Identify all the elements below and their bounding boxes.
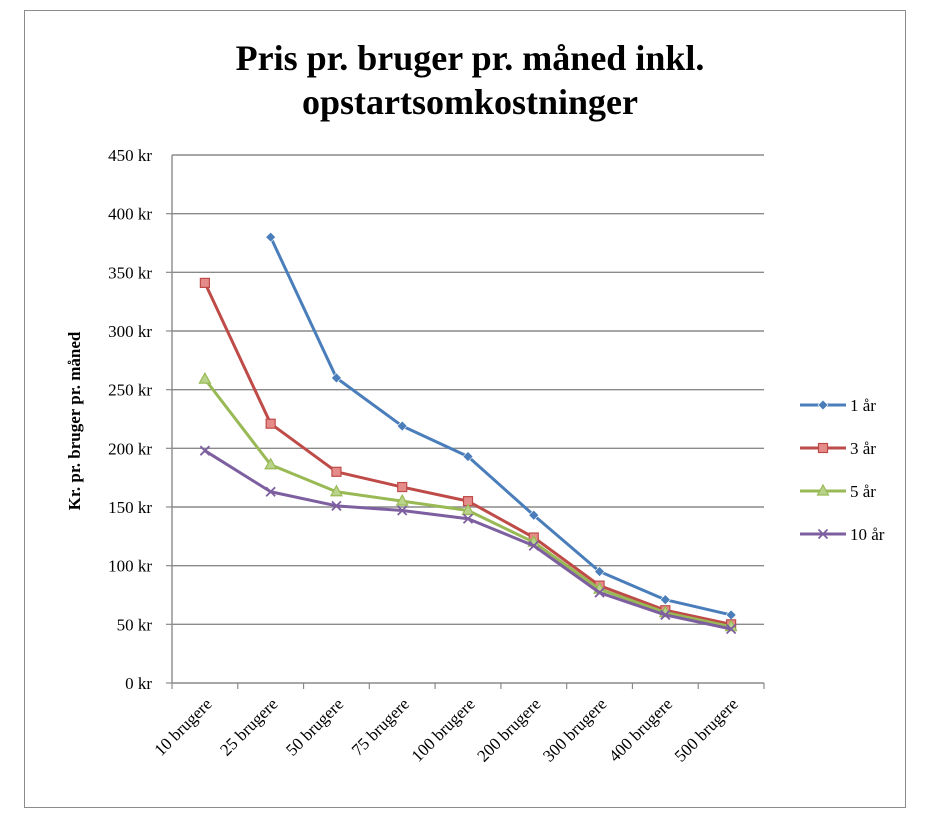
y-tick-labels: 0 kr 50 kr 100 kr 150 kr 200 kr 250 kr 300 kr 3… (108, 146, 152, 693)
data-point (816, 483, 830, 496)
data-point-stroke (660, 609, 671, 621)
y-tick-label: 350 kr (108, 263, 152, 282)
legend-label: 5 år (850, 482, 876, 501)
data-point-stroke (462, 513, 474, 524)
data-point-stroke (725, 623, 737, 635)
data-point-stroke (397, 505, 408, 516)
series-line (269, 236, 732, 617)
data-point-stroke (199, 445, 211, 456)
series-line (204, 449, 732, 631)
data-point (199, 277, 210, 288)
data-point (396, 420, 408, 432)
x-tick-label: 50 brugere (282, 694, 347, 759)
data-point (528, 509, 540, 521)
axes (166, 155, 765, 689)
x-tick-labels: 10 brugere 25 brugere 50 brugere 75 brugere… (151, 694, 742, 765)
data-point-stroke (265, 486, 276, 497)
series-group (198, 231, 738, 635)
data-point (462, 451, 474, 462)
data-point (331, 500, 342, 511)
data-point (329, 484, 343, 497)
gridlines (172, 154, 764, 626)
data-point (331, 466, 342, 477)
chart-title: Pris pr. bruger pr. måned inkl. opstarts… (0, 36, 940, 124)
legend-entry: 1 år (800, 396, 876, 415)
legend-label: 1 år (850, 396, 876, 415)
series-4 (199, 445, 737, 635)
data-point (395, 493, 409, 506)
y-tick-label: 400 kr (108, 205, 152, 224)
chart-title-line-1: Pris pr. bruger pr. måned inkl. (235, 38, 705, 78)
legend-entry: 10 år (800, 525, 885, 544)
data-point-stroke (528, 540, 539, 551)
data-point-stroke (594, 587, 605, 598)
x-tick-label: 100 brugere (408, 694, 479, 765)
series-1 (265, 231, 737, 621)
x-tick-label: 300 brugere (539, 694, 610, 765)
data-point (265, 418, 276, 429)
data-point (659, 594, 671, 606)
x-tick-label: 25 brugere (216, 694, 281, 759)
data-point (461, 503, 475, 516)
data-point (397, 505, 408, 516)
y-tick-label: 250 kr (108, 381, 152, 400)
x-tick-label: 400 brugere (605, 694, 676, 765)
legend-label: 3 år (850, 439, 876, 458)
data-point (462, 513, 474, 524)
data-point-stroke (817, 528, 829, 540)
y-tick-label: 0 kr (125, 674, 152, 693)
data-point (594, 587, 605, 598)
x-tick-label: 500 brugere (671, 694, 742, 765)
y-tick-label: 200 kr (108, 439, 152, 458)
data-point (397, 481, 408, 493)
y-tick-label: 150 kr (108, 498, 152, 517)
y-tick-label: 450 kr (108, 146, 152, 165)
x-tick-label: 10 brugere (151, 694, 216, 759)
data-point (817, 442, 829, 454)
data-point (264, 457, 278, 470)
data-point (331, 372, 342, 384)
legend: 1 år 3 år 5 år 10 år (800, 396, 885, 544)
y-axis-label: Kr. pr. bruger pr. måned (65, 331, 84, 510)
legend-entry: 5 år (800, 482, 876, 501)
y-tick-label: 100 kr (108, 557, 152, 576)
x-tick-label: 75 brugere (348, 694, 413, 759)
legend-entry: 3 år (800, 439, 876, 458)
x-tick-label: 200 brugere (473, 694, 544, 765)
data-point (198, 371, 212, 384)
legend-label: 10 år (850, 525, 885, 544)
data-point (725, 609, 737, 621)
y-tick-label: 300 kr (108, 322, 152, 341)
data-point (265, 486, 276, 497)
data-point (594, 566, 605, 577)
data-point (817, 528, 829, 540)
chart-frame (24, 10, 906, 808)
data-point-stroke (331, 500, 342, 511)
data-point (660, 609, 671, 621)
data-point (265, 231, 277, 243)
data-point (817, 399, 829, 411)
y-tick-label: 50 kr (117, 615, 153, 634)
data-point (528, 540, 539, 551)
chart-title-line-2: opstartsomkostninger (301, 82, 638, 122)
data-point (199, 445, 211, 456)
data-point (725, 623, 737, 635)
